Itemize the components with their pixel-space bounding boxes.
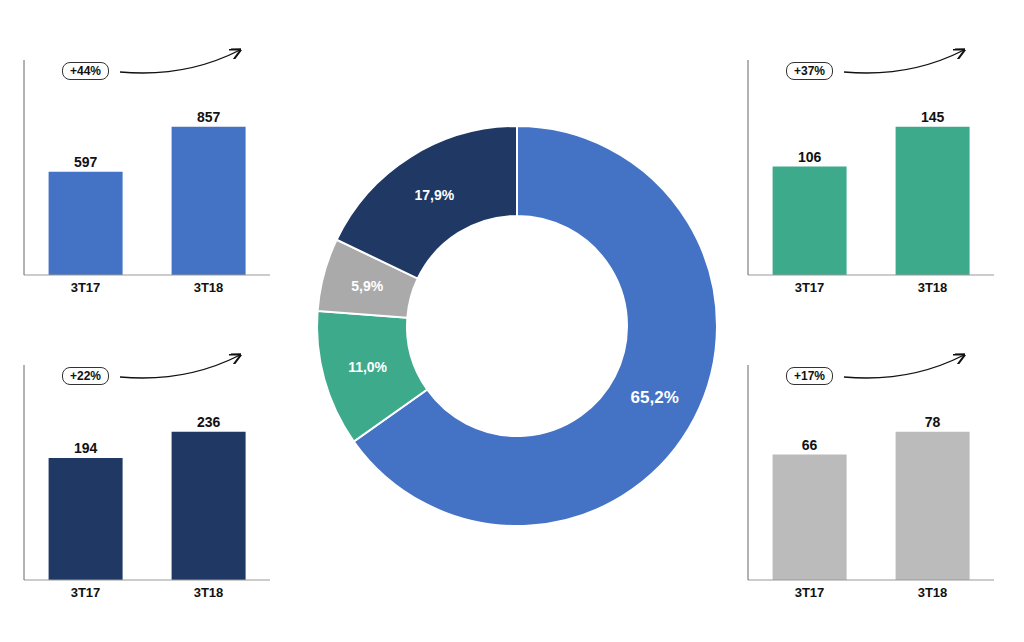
svg-text:236: 236 [197, 414, 221, 430]
svg-text:11,0%: 11,0% [348, 359, 387, 375]
html-text:+17%: +17% [794, 369, 825, 383]
svg-text:857: 857 [197, 109, 221, 125]
html-text:+44%: +44% [70, 64, 101, 78]
svg-text:65,2%: 65,2% [631, 388, 679, 407]
html-text:+22%: +22% [70, 369, 101, 383]
svg-text:3T17: 3T17 [795, 280, 825, 295]
svg-text:597: 597 [74, 154, 98, 170]
svg-text:5,9%: 5,9% [351, 278, 383, 294]
svg-text:78: 78 [925, 414, 941, 430]
svg-text:194: 194 [74, 440, 98, 456]
svg-text:3T18: 3T18 [194, 585, 224, 600]
svg-text:3T18: 3T18 [194, 280, 224, 295]
svg-text:106: 106 [798, 149, 822, 165]
svg-text:3T17: 3T17 [71, 585, 101, 600]
html-text:+37%: +37% [794, 64, 825, 78]
svg-text:3T18: 3T18 [918, 585, 948, 600]
svg-text:145: 145 [921, 109, 945, 125]
svg-text:3T17: 3T17 [795, 585, 825, 600]
svg-text:66: 66 [802, 437, 818, 453]
svg-text:3T17: 3T17 [71, 280, 101, 295]
svg-text:17,9%: 17,9% [415, 187, 455, 203]
svg-text:3T18: 3T18 [918, 280, 948, 295]
